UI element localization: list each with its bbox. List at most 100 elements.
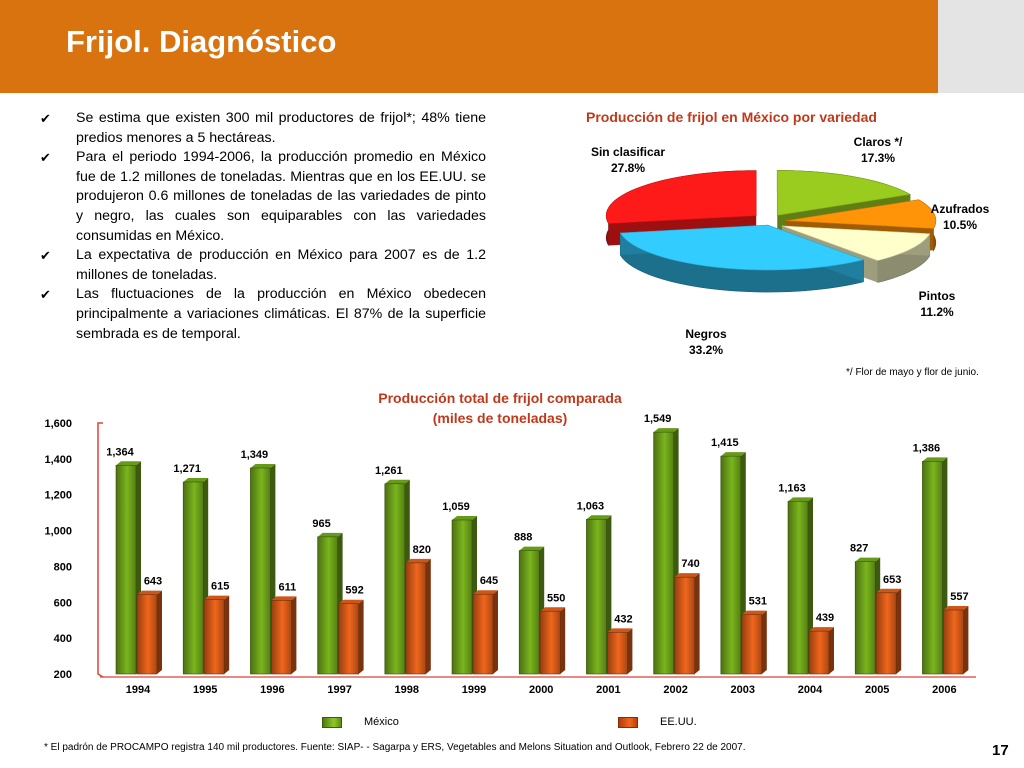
y-tick-label: 200 [54, 669, 72, 681]
bar-chart-title-line: Producción total de frijol comparada [378, 390, 622, 406]
bar-side [963, 605, 969, 674]
legend-label-eeuu: EE.UU. [660, 716, 697, 728]
bar-top [674, 573, 700, 578]
y-tick-label: 1,000 [44, 526, 72, 538]
bar-eeuu [875, 588, 902, 675]
source-footnote: * El padrón de PROCAMPO registra 140 mil… [44, 742, 746, 753]
pie-label-name: Sin clasificar [591, 145, 665, 159]
bar-side [493, 590, 498, 674]
bullet-text: La expectativa de producción en México p… [76, 247, 486, 283]
pie-chart-title: Producción de frijol en México por varie… [586, 109, 877, 125]
pie-label-value: 17.3% [861, 151, 895, 165]
bar-top [317, 532, 343, 537]
pie-slice-top [605, 170, 757, 224]
bar-value-label: 740 [681, 558, 699, 570]
header-bar [0, 0, 938, 93]
bar-eeuu [607, 628, 633, 675]
bar-front [182, 481, 204, 675]
bullet-item: ✔ Para el periodo 1994-2006, la producció… [40, 148, 486, 246]
bar-front [250, 467, 271, 675]
pie-slice-negros [619, 224, 865, 293]
bar-front [653, 431, 674, 675]
bar-value-label: 615 [211, 581, 229, 593]
x-tick-label: 1999 [462, 684, 486, 696]
pie-slice-top [776, 170, 911, 216]
bar-top [137, 590, 162, 595]
bar-eeuu [943, 605, 969, 675]
page-number: 17 [992, 742, 1009, 759]
bar-front [317, 536, 338, 675]
bar-chart-title: Producción total de frijol comparada (mi… [340, 388, 660, 428]
bar-value-label: 1,271 [173, 463, 201, 475]
x-tick-label: 2003 [731, 684, 755, 696]
bar-mexico [787, 497, 813, 675]
bar-top [943, 605, 969, 610]
bar-mexico [653, 428, 679, 675]
bar-front [808, 630, 830, 675]
x-tick-label: 2006 [932, 684, 956, 696]
bar-front [875, 592, 897, 675]
bar-side [404, 479, 410, 674]
bar-front [384, 483, 406, 675]
bar-value-label: 827 [850, 543, 868, 555]
x-tick-label: 2002 [663, 684, 687, 696]
bar-top [540, 607, 566, 612]
bar-side [425, 558, 431, 674]
pie-slice-top [785, 199, 937, 229]
bar-mexico [586, 515, 612, 675]
bar-eeuu [808, 627, 834, 675]
bar-mexico [518, 546, 545, 675]
bar-eeuu [271, 596, 297, 675]
bar-front [607, 632, 628, 675]
bar-top [250, 464, 276, 469]
y-tick-label: 600 [54, 597, 72, 609]
bar-value-label: 611 [279, 581, 297, 593]
page-title: Frijol. Diagnóstico [66, 24, 337, 59]
bar-eeuu [539, 607, 566, 675]
bar-side [472, 515, 477, 674]
header-side-panel [938, 0, 1024, 93]
pie-slice-top [781, 225, 931, 261]
bar-side [291, 596, 297, 674]
y-tick-label: 800 [54, 561, 72, 573]
bullet-item: ✔ La expectativa de producción en México … [40, 246, 486, 285]
bar-eeuu [136, 590, 162, 675]
bar-side [808, 497, 813, 674]
bar-value-label: 1,261 [375, 465, 403, 477]
bar-front [787, 501, 809, 675]
bar-value-label: 1,059 [442, 501, 470, 513]
legend-swatch-mexico [322, 716, 342, 728]
bar-mexico [922, 457, 948, 675]
pie-label-name: Claros */ [854, 135, 903, 149]
y-tick-label: 1,600 [44, 418, 72, 430]
bar-value-label: 439 [816, 612, 834, 624]
bar-front [451, 519, 473, 675]
bar-front [115, 465, 137, 675]
bullet-item: ✔ Las fluctuaciones de la producción en M… [40, 285, 486, 344]
pie-slice-top [619, 224, 865, 271]
bar-top [204, 595, 230, 600]
checkmark-icon: ✔ [40, 287, 51, 303]
bullet-list: ✔ Se estima que existen 300 mil productor… [40, 109, 486, 344]
checkmark-icon: ✔ [40, 248, 51, 264]
x-tick-label: 2004 [798, 684, 823, 696]
pie-label-value: 10.5% [943, 218, 977, 232]
bar-top [519, 546, 545, 551]
bar-side [358, 599, 364, 674]
bar-front [539, 610, 561, 675]
y-tick-label: 1,400 [44, 454, 72, 466]
bar-front [472, 593, 494, 675]
bar-top [384, 479, 410, 484]
bar-chart-title-line: (miles de toneladas) [432, 410, 568, 426]
bar-value-label: 888 [514, 532, 532, 544]
bar-front [518, 550, 540, 675]
pie-label-value: 11.2% [920, 305, 954, 319]
bar-side [606, 515, 612, 674]
bar-front [338, 603, 359, 675]
x-tick-label: 2005 [865, 684, 889, 696]
pie-label-name: Pintos [919, 289, 956, 303]
bar-value-label: 1,415 [711, 437, 739, 449]
bar-eeuu [405, 558, 431, 675]
bar-side [875, 557, 881, 674]
bar-side [203, 477, 209, 674]
